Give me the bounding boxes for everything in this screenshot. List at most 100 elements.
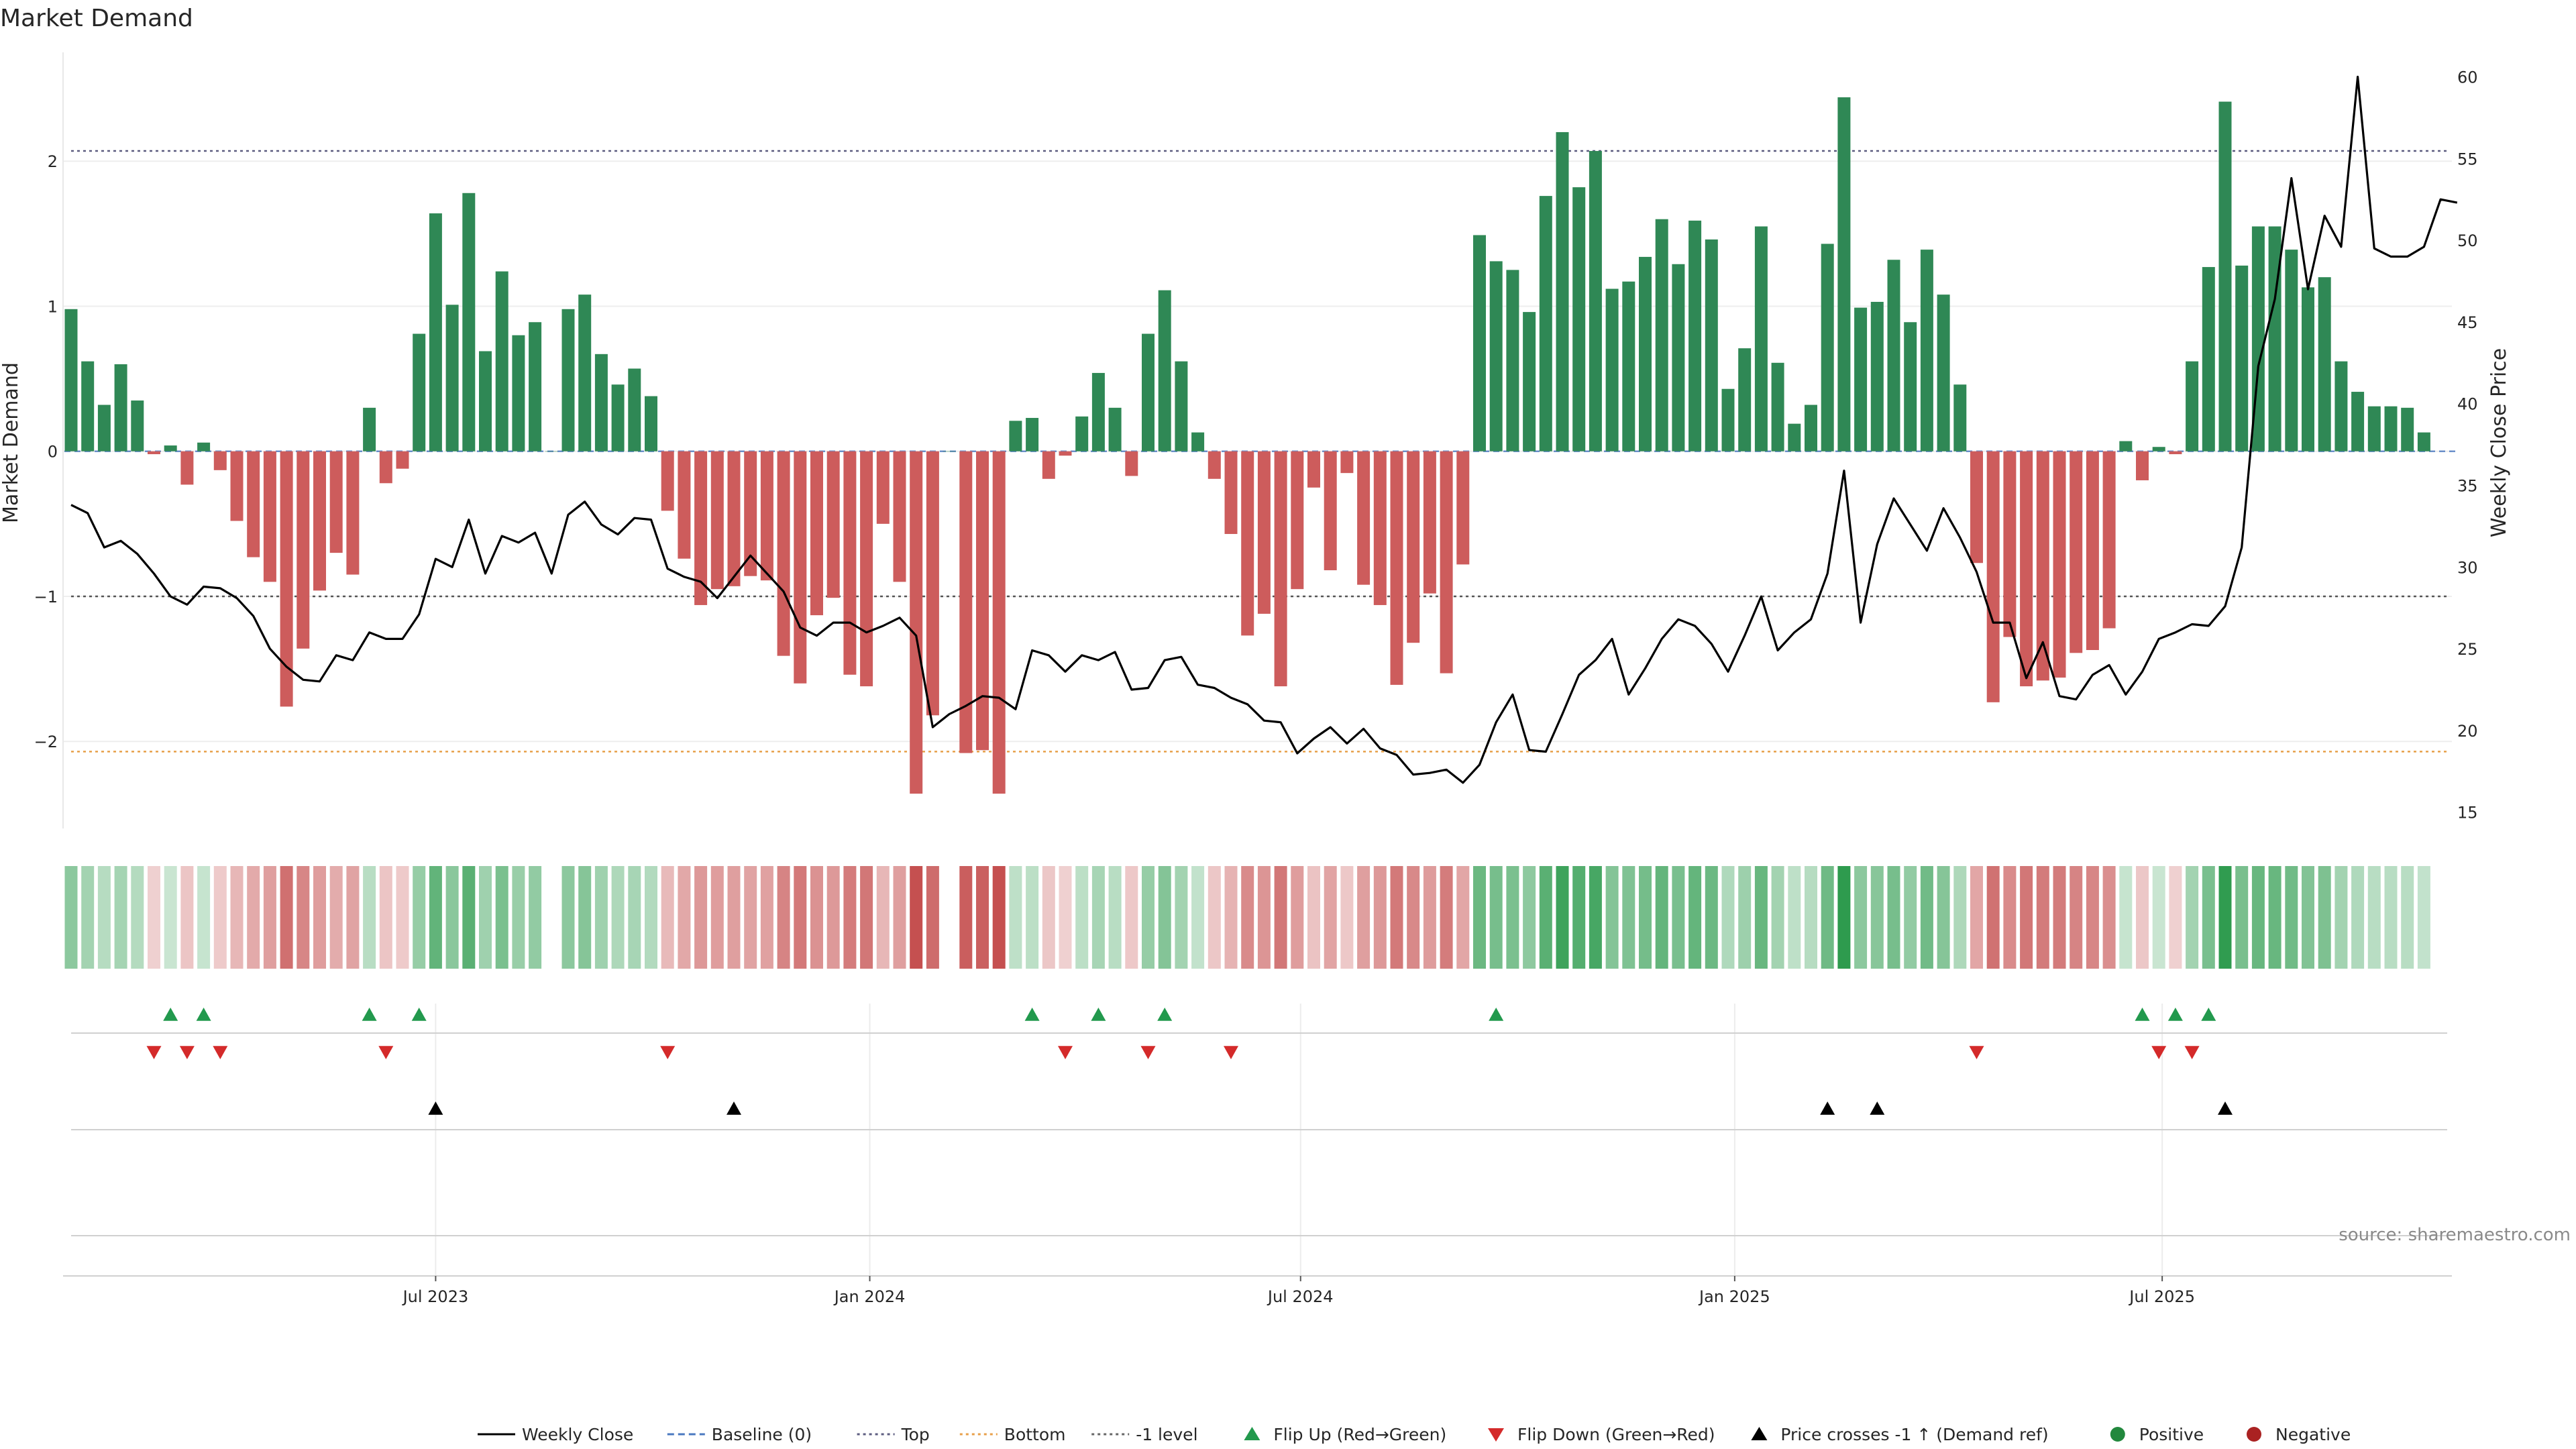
left-axis-label: Market Demand xyxy=(0,362,23,523)
flip-up-marker xyxy=(2135,1008,2150,1021)
demand-bar xyxy=(148,451,160,455)
demand-bar xyxy=(1539,196,1552,451)
demand-bar xyxy=(1091,372,1105,451)
demand-bar xyxy=(777,451,790,656)
right-tick-label: 20 xyxy=(2457,722,2478,741)
demand-bar xyxy=(280,451,293,707)
demand-bar xyxy=(843,451,857,675)
demand-bar xyxy=(197,442,211,451)
demand-bar xyxy=(1904,322,1917,451)
heat-cell xyxy=(164,866,177,969)
heat-cell xyxy=(2401,866,2414,969)
heat-cell xyxy=(2070,866,2083,969)
demand-bar xyxy=(1738,348,1752,451)
demand-bar xyxy=(661,451,674,511)
heat-cell xyxy=(429,866,442,969)
heat-cell xyxy=(1440,866,1453,969)
demand-bar xyxy=(727,451,741,586)
flip-down-marker xyxy=(1058,1046,1073,1059)
legend-label: Price crosses -1 ↑ (Demand ref) xyxy=(1780,1425,2048,1444)
demand-bar xyxy=(1208,451,1221,479)
heat-cell xyxy=(2302,866,2314,969)
demand-bar xyxy=(329,451,343,553)
heat-cell xyxy=(1655,866,1668,969)
demand-bar xyxy=(1721,388,1735,451)
flip-down-marker xyxy=(1224,1046,1238,1059)
demand-bar xyxy=(2169,451,2182,455)
heat-cell xyxy=(1821,866,1834,969)
heat-cell xyxy=(777,866,790,969)
demand-bar xyxy=(1257,451,1271,614)
heat-cell xyxy=(611,866,625,969)
right-axis-ticks: 15 20 25 30 35 40 45 50 55 60 xyxy=(2457,68,2478,822)
flip-up-marker xyxy=(1024,1008,1040,1021)
demand-bar xyxy=(926,451,939,716)
demand-bar xyxy=(1357,451,1371,585)
heat-cell xyxy=(131,866,144,969)
demand-bar xyxy=(910,451,923,794)
demand-bar xyxy=(594,354,608,451)
heat-cell xyxy=(1059,866,1072,969)
demand-bar xyxy=(760,451,773,581)
demand-bar xyxy=(2318,277,2331,451)
heat-cell xyxy=(1224,866,1238,969)
demand-bar xyxy=(297,451,310,649)
demand-bar xyxy=(2401,407,2414,451)
demand-bar xyxy=(1324,451,1337,571)
heat-cell xyxy=(329,866,343,969)
demand-bar xyxy=(1142,333,1155,451)
demand-bar xyxy=(2020,451,2033,687)
demand-bar xyxy=(1837,97,1851,451)
demand-bar xyxy=(1970,451,1983,564)
heat-cell xyxy=(413,866,426,969)
heat-cell xyxy=(213,866,227,969)
price-cross-marker xyxy=(2218,1102,2233,1115)
heat-cell xyxy=(363,866,376,969)
legend-item: Negative xyxy=(2247,1425,2351,1444)
heat-cell xyxy=(1788,866,1801,969)
legend-label: -1 level xyxy=(1136,1425,1197,1444)
demand-bar xyxy=(346,451,360,575)
demand-bar xyxy=(379,451,392,484)
legend-swatch xyxy=(2247,1427,2261,1442)
heat-cell xyxy=(1357,866,1371,969)
demand-bar xyxy=(1340,451,1354,474)
heat-cell xyxy=(1125,866,1138,969)
heat-cell xyxy=(1605,866,1619,969)
heat-cell xyxy=(462,866,476,969)
heat-cell xyxy=(2235,866,2249,969)
demand-bar xyxy=(645,396,657,451)
heat-cell xyxy=(1805,866,1817,969)
demand-bar xyxy=(180,451,194,485)
legend-label: Weekly Close xyxy=(522,1425,633,1444)
heat-cell xyxy=(1506,866,1519,969)
heat-cell xyxy=(1473,866,1486,969)
heat-cell xyxy=(2285,866,2298,969)
heat-cell xyxy=(2417,866,2430,969)
legend-item: -1 level xyxy=(1091,1425,1198,1444)
flip-down-marker xyxy=(378,1046,394,1059)
demand-bar xyxy=(462,193,476,451)
flip-up-marker xyxy=(411,1008,427,1021)
demand-bar xyxy=(694,451,708,605)
demand-bar xyxy=(64,309,78,451)
demand-bar xyxy=(81,361,95,451)
legend-label: Flip Up (Red→Green) xyxy=(1273,1425,1446,1444)
flip-up-marker xyxy=(1091,1008,1106,1021)
demand-bar xyxy=(1572,187,1586,451)
demand-bar xyxy=(2136,451,2149,480)
legend-swatch xyxy=(1751,1427,1768,1440)
heat-cell xyxy=(661,866,674,969)
demand-bar xyxy=(1026,417,1039,451)
demand-bar xyxy=(213,451,227,470)
demand-bar xyxy=(628,368,641,451)
demand-bar xyxy=(2003,451,2017,637)
heat-cell xyxy=(1324,866,1337,969)
heat-cell xyxy=(1407,866,1420,969)
heat-cell xyxy=(1241,866,1254,969)
heat-cell xyxy=(263,866,276,969)
heat-cell xyxy=(1075,866,1089,969)
heat-cell xyxy=(943,866,956,969)
left-tick-label: −1 xyxy=(34,588,58,606)
